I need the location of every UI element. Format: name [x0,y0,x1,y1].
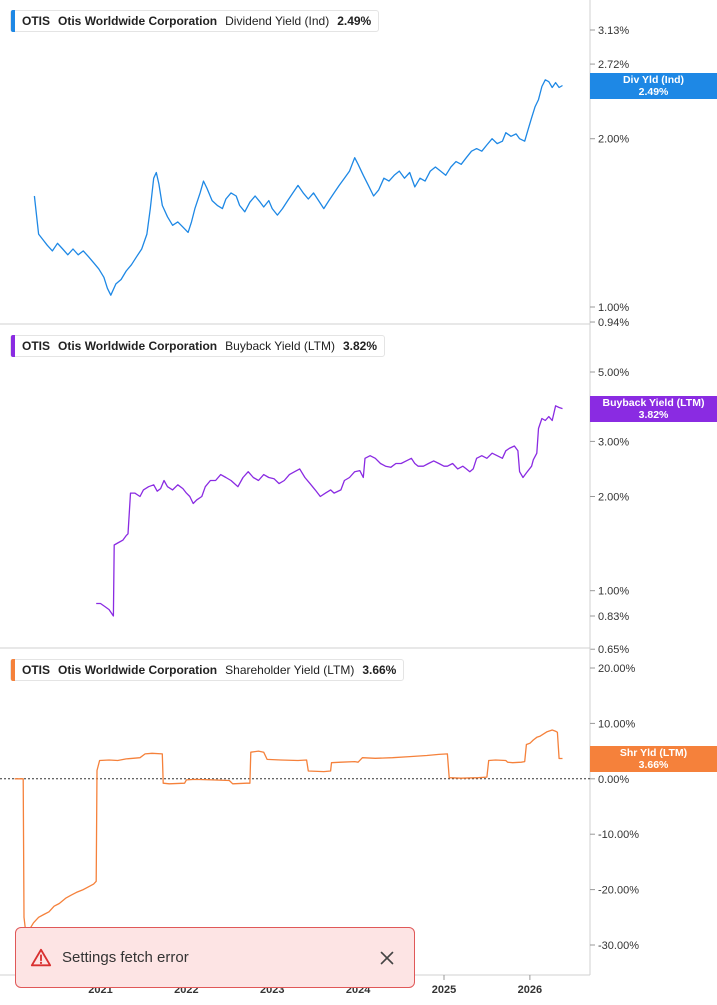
x-tick-label: 2025 [432,984,456,996]
tag-label: Shr Yld (LTM) [619,746,688,759]
close-toast-button[interactable] [372,943,402,973]
legend-company: Otis Worldwide Corporation [58,663,218,677]
buyback-yield-legend: OTIS Otis Worldwide Corporation Buyback … [10,335,385,357]
legend-company: Otis Worldwide Corporation [58,339,218,353]
legend-metric: Buyback Yield (LTM) [225,339,335,353]
tag-label: Buyback Yield (LTM) [602,396,705,409]
y-tick-label: 1.00% [598,302,629,314]
dividend-yield-value-tag: Div Yld (Ind) 2.49% [590,72,717,99]
tag-value: 3.82% [638,408,669,421]
y-tick-label: -30.00% [598,940,639,952]
buyback-yield-panel: 5.00% 3.00% 2.00% 1.00% 0.83% 0.65% [0,324,629,656]
tag-label: Div Yld (Ind) [622,73,685,86]
y-tick-label: 0.83% [598,611,629,623]
y-tick-label: 2.00% [598,134,629,146]
y-tick-label: -20.00% [598,885,639,897]
y-tick-label: 0.94% [598,317,629,329]
close-icon [380,951,394,964]
toast-message: Settings fetch error [62,949,189,966]
legend-color-swatch [11,10,15,32]
series-line [14,729,563,941]
shareholder-yield-value-tag: Shr Yld (LTM) 3.66% [590,745,717,772]
y-tick-label: 5.00% [598,367,629,379]
dividend-yield-legend: OTIS Otis Worldwide Corporation Dividend… [10,10,380,32]
buyback-yield-value-tag: Buyback Yield (LTM) 3.82% [590,395,717,422]
legend-value: 3.82% [342,339,377,353]
y-tick-label: 2.00% [598,492,629,504]
legend-color-swatch [11,335,15,357]
x-tick-label: 2026 [518,984,542,996]
legend-company: Otis Worldwide Corporation [58,14,218,28]
y-tick-label: 20.00% [598,663,636,675]
series-line [33,79,563,296]
legend-value: 3.66% [362,663,397,677]
y-tick-label: 0.00% [598,774,629,786]
series-line [96,405,563,617]
y-tick-label: 10.00% [598,718,636,730]
error-toast: Settings fetch error [15,927,415,988]
legend-ticker: OTIS [22,663,51,677]
legend-metric: Shareholder Yield (LTM) [225,663,355,677]
warning-icon [30,948,52,966]
y-tick-label: 1.00% [598,586,629,598]
legend-value: 2.49% [337,14,372,28]
shareholder-yield-legend: OTIS Otis Worldwide Corporation Sharehol… [10,659,405,681]
tag-value: 3.66% [638,758,669,771]
shareholder-yield-panel: 20.00% 10.00% 0.00% -10.00% -20.00% -30.00% [0,648,639,976]
legend-ticker: OTIS [22,14,51,28]
tag-value: 2.49% [638,85,669,98]
dividend-yield-panel: 3.13% 2.72% 2.00% 1.00% 0.94% [0,0,629,329]
legend-metric: Dividend Yield (Ind) [225,14,330,28]
legend-ticker: OTIS [22,339,51,353]
y-tick-label: 0.65% [598,644,629,656]
y-tick-label: 3.13% [598,25,629,37]
y-tick-label: -10.00% [598,829,639,841]
y-tick-label: 2.72% [598,59,629,71]
legend-color-swatch [11,659,15,681]
y-tick-label: 3.00% [598,436,629,448]
